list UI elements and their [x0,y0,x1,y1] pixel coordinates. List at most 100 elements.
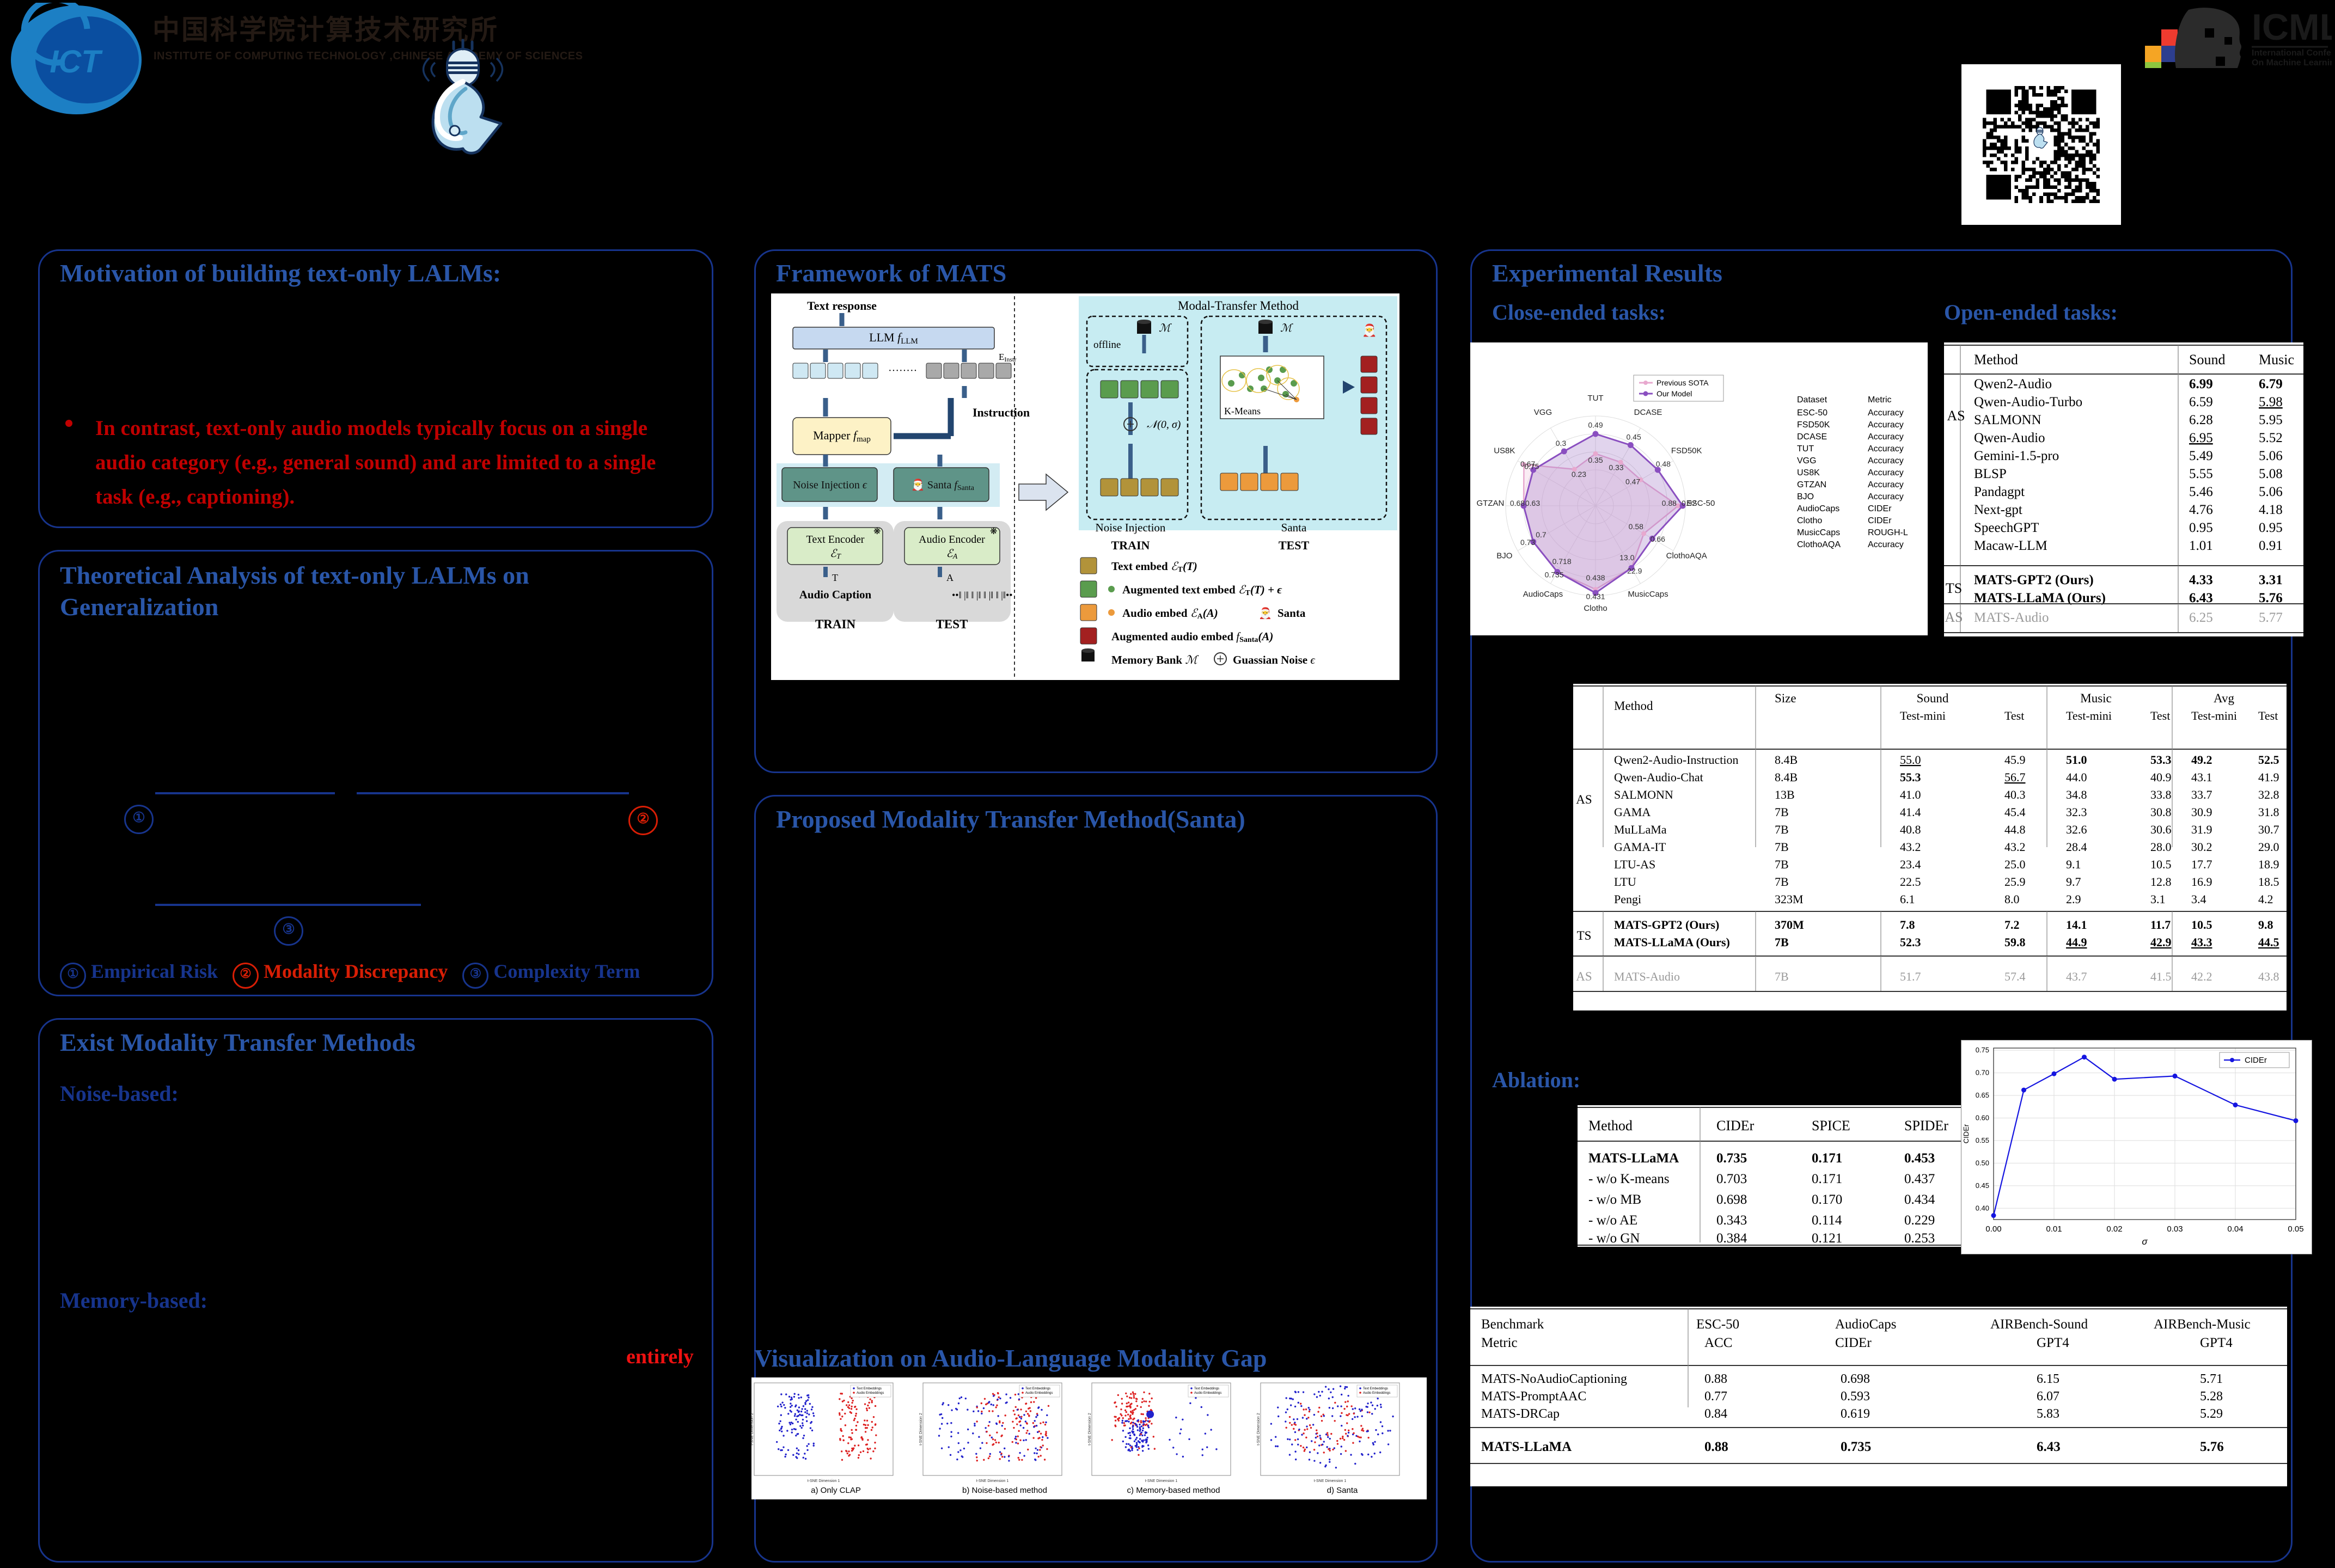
svg-text:0.70: 0.70 [1976,1069,1989,1077]
svg-text:Method: Method [1974,352,2018,367]
svg-text:6.07: 6.07 [2037,1389,2059,1404]
svg-text:Accuracy: Accuracy [1868,456,1904,465]
svg-text:43.3: 43.3 [2191,935,2212,949]
svg-text:········: ········ [888,365,917,377]
svg-text:MATS-NoAudioCaptioning: MATS-NoAudioCaptioning [1481,1372,1627,1386]
svg-text:Metric: Metric [1868,395,1892,405]
svg-text:Accuracy: Accuracy [1868,468,1904,477]
svg-text:0.03: 0.03 [2167,1224,2183,1234]
svg-text:0.619: 0.619 [1841,1407,1870,1421]
svg-text:ESC-50: ESC-50 [1696,1317,1739,1332]
svg-text:8.4B: 8.4B [1775,753,1798,767]
svg-text:Audio Embeddings: Audio Embeddings [1025,1392,1053,1395]
svg-text:MATS-Audio: MATS-Audio [1614,970,1680,983]
svg-text:AIRBench-Sound: AIRBench-Sound [1990,1317,2088,1332]
svg-text:TRAIN: TRAIN [815,617,856,631]
svg-text:Text embed ℰT(T): Text embed ℰT(T) [1111,560,1197,574]
svg-text:Test-mini: Test-mini [2191,709,2237,722]
svg-text:30.6: 30.6 [2150,823,2172,836]
svg-text:0.47: 0.47 [1625,477,1640,486]
svg-text:22.5: 22.5 [1900,875,1921,889]
svg-text:49.2: 49.2 [2191,753,2212,767]
svg-text:ROUGH-L: ROUGH-L [1868,528,1908,537]
svg-text:18.9: 18.9 [2258,857,2279,871]
svg-text:t-SNE Dimension 1: t-SNE Dimension 1 [1145,1479,1178,1483]
svg-text:0.698: 0.698 [1841,1372,1870,1386]
svg-text:Text Embeddings: Text Embeddings [857,1387,882,1391]
svg-text:t-SNE Dimension 2: t-SNE Dimension 2 [1088,1413,1092,1445]
svg-text:Santa: Santa [1277,607,1306,620]
svg-text:0.63: 0.63 [1525,499,1540,507]
svg-text:CIDEr: CIDEr [1716,1118,1755,1134]
svg-text:31.8: 31.8 [2258,805,2279,819]
svg-text:5.46: 5.46 [2189,485,2213,499]
svg-text:41.4: 41.4 [1900,805,1921,819]
svg-text:5.52: 5.52 [2259,431,2283,445]
svg-text:40.9: 40.9 [2150,770,2172,784]
svg-text:t-SNE Dimension 2: t-SNE Dimension 2 [1257,1413,1261,1445]
svg-text:❋: ❋ [873,527,881,536]
svg-text:57.4: 57.4 [2004,970,2026,983]
svg-text:Audio Embeddings: Audio Embeddings [1194,1392,1221,1395]
svg-text:SALMONN: SALMONN [1974,413,2041,427]
svg-text:0.593: 0.593 [1841,1389,1870,1404]
svg-text:6.95: 6.95 [2189,431,2213,445]
svg-text:Audio Embeddings: Audio Embeddings [1363,1392,1390,1395]
svg-text:Dataset: Dataset [1797,395,1827,405]
svg-text:Test-mini: Test-mini [2066,709,2112,722]
svg-text:0.735: 0.735 [1841,1440,1871,1454]
svg-text:4.76: 4.76 [2189,503,2213,517]
svg-text:40.8: 40.8 [1900,823,1921,836]
svg-text:7B: 7B [1775,857,1789,871]
svg-text:AIRBench-Music: AIRBench-Music [2154,1317,2251,1332]
svg-text:FSD50K: FSD50K [1797,420,1830,430]
svg-text:17.7: 17.7 [2191,857,2212,871]
svg-text:0.66: 0.66 [1651,535,1665,543]
svg-text:0.698: 0.698 [1716,1192,1747,1207]
svg-text:MusicCaps: MusicCaps [1797,528,1840,537]
svg-text:MATS-PromptAAC: MATS-PromptAAC [1481,1389,1586,1404]
svg-text:5.08: 5.08 [2259,467,2283,481]
svg-text:0.35: 0.35 [1588,456,1603,464]
svg-text:t-SNE Dimension 1: t-SNE Dimension 1 [1314,1479,1347,1483]
svg-text:MATS-GPT2 (Ours): MATS-GPT2 (Ours) [1974,573,2094,587]
svg-text:1.01: 1.01 [2189,538,2213,553]
svg-text:6.79: 6.79 [2259,377,2283,391]
svg-text:0.88: 0.88 [1704,1372,1727,1386]
svg-text:Benchmark: Benchmark [1481,1317,1544,1332]
svg-text:AudioCaps: AudioCaps [1523,590,1563,599]
svg-text:Pengi: Pengi [1614,892,1641,906]
svg-text:9.7: 9.7 [2066,875,2081,889]
svg-text:International Conference: International Conference [2252,48,2332,58]
svg-text:T: T [832,572,838,583]
svg-text:41.0: 41.0 [1900,788,1921,801]
svg-text:GTZAN: GTZAN [1477,499,1505,508]
svg-text:MATS-GPT2 (Ours): MATS-GPT2 (Ours) [1614,918,1719,932]
svg-text:TUT: TUT [1797,444,1814,454]
svg-text:0.171: 0.171 [1812,1172,1842,1186]
svg-text:DCASE: DCASE [1634,408,1662,417]
svg-text:0.3: 0.3 [1556,439,1567,448]
svg-text:9.1: 9.1 [2066,857,2081,871]
svg-text:Text Encoder: Text Encoder [806,534,865,546]
svg-text:18.5: 18.5 [2258,875,2279,889]
svg-text:MATS-DRCap: MATS-DRCap [1481,1407,1560,1421]
svg-text:44.8: 44.8 [2004,823,2026,836]
svg-text:SpeechGPT: SpeechGPT [1974,520,2039,535]
svg-text:30.9: 30.9 [2191,805,2212,819]
svg-text:Next-gpt: Next-gpt [1974,503,2022,517]
svg-text:Noise Injection: Noise Injection [1096,521,1166,534]
svg-text:0.703: 0.703 [1716,1172,1747,1186]
svg-text:d) Santa: d) Santa [1327,1486,1358,1495]
svg-text:51.7: 51.7 [1900,970,1921,983]
svg-text:Audio embed ℰA(A): Audio embed ℰA(A) [1122,607,1218,621]
svg-text:SPIDEr: SPIDEr [1904,1118,1948,1134]
svg-text:0.45: 0.45 [1627,433,1641,442]
svg-text:ClothoAQA: ClothoAQA [1666,552,1707,561]
svg-text:7B: 7B [1775,875,1789,889]
svg-text:5.76: 5.76 [2259,591,2283,605]
svg-text:DCASE: DCASE [1797,432,1827,442]
svg-text:Accuracy: Accuracy [1868,492,1904,501]
svg-text:31.9: 31.9 [2191,823,2212,836]
svg-text:TEST: TEST [1279,538,1310,552]
